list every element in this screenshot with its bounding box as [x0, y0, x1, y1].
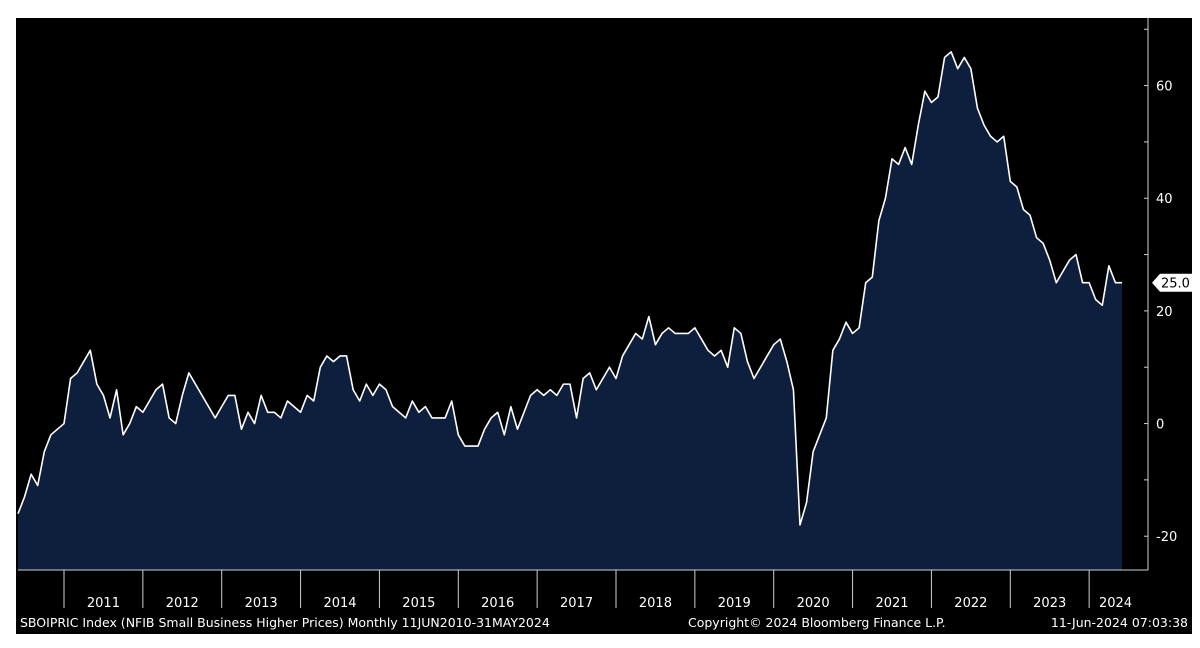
x-tick-label: 2015 [402, 596, 435, 611]
last-value-label: 25.0 [1161, 277, 1190, 292]
series-area [18, 51, 1122, 571]
x-tick-label: 2019 [718, 596, 751, 611]
x-tick-label: 2022 [954, 596, 987, 611]
x-tick-label: 2023 [1033, 596, 1066, 611]
y-tick-label: 0 [1156, 418, 1164, 433]
x-tick-label: 2018 [639, 596, 672, 611]
x-tick-label: 2011 [87, 596, 120, 611]
x-tick-label: 2020 [797, 596, 830, 611]
x-tick-label: 2016 [481, 596, 514, 611]
footer-description: SBOIPRIC Index (NFIB Small Business High… [20, 615, 550, 630]
y-tick-label: 40 [1156, 192, 1173, 207]
series-line [17, 50, 1122, 526]
x-tick-label: 2017 [560, 596, 593, 611]
footer-timestamp: 11-Jun-2024 07:03:38 [1051, 615, 1188, 630]
y-tick-label: -20 [1156, 530, 1177, 545]
axes: 60 40 20 0 -20 2011 2012 2013 2014 2015 2016 2017 20… [18, 18, 1192, 611]
y-tick-label: 20 [1156, 305, 1173, 320]
x-tick-label: 2021 [875, 596, 908, 611]
x-tick-label: 2024 [1099, 596, 1132, 611]
last-value-box [1152, 273, 1192, 292]
x-tick-label: 2013 [245, 596, 278, 611]
footer-copyright: Copyright© 2024 Bloomberg Finance L.P. [688, 615, 946, 630]
y-tick-label: 60 [1156, 80, 1173, 95]
x-tick-label: 2014 [323, 596, 356, 611]
plot-area [17, 50, 1122, 571]
x-tick-label: 2012 [166, 596, 199, 611]
footer: SBOIPRIC Index (NFIB Small Business High… [20, 615, 1188, 630]
last-value-tag: 25.0 [1152, 273, 1192, 292]
